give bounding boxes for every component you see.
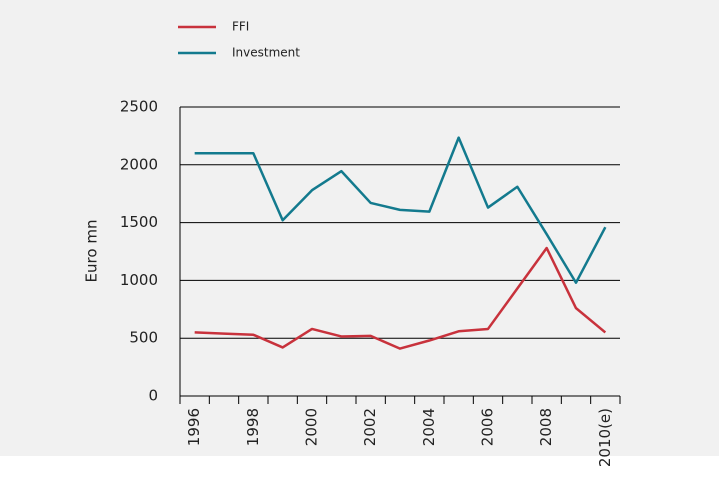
background bbox=[0, 0, 719, 456]
y-axis-label: Euro mn bbox=[83, 220, 101, 283]
x-tick-label: 2000 bbox=[303, 408, 321, 446]
series-line bbox=[194, 246, 607, 350]
legend-label: FFI bbox=[232, 20, 249, 34]
y-tick-label: 1500 bbox=[120, 213, 158, 231]
legend-label: Investment bbox=[232, 46, 300, 60]
x-tick-label: 1998 bbox=[244, 408, 262, 446]
x-tick-label: 2004 bbox=[420, 408, 438, 446]
y-tick-label: 0 bbox=[148, 387, 158, 405]
y-tick-label: 2500 bbox=[120, 98, 158, 116]
x-tick-label: 2006 bbox=[479, 408, 497, 446]
x-tick-label: 2008 bbox=[537, 408, 555, 446]
y-tick-label: 500 bbox=[129, 329, 158, 347]
y-tick-label: 1000 bbox=[120, 271, 158, 289]
x-tick-label: 2010(e) bbox=[596, 408, 614, 467]
x-tick-label: 2002 bbox=[361, 408, 379, 446]
x-tick-label: 1996 bbox=[185, 408, 203, 446]
y-tick-label: 2000 bbox=[120, 155, 158, 173]
series-line bbox=[194, 136, 607, 284]
